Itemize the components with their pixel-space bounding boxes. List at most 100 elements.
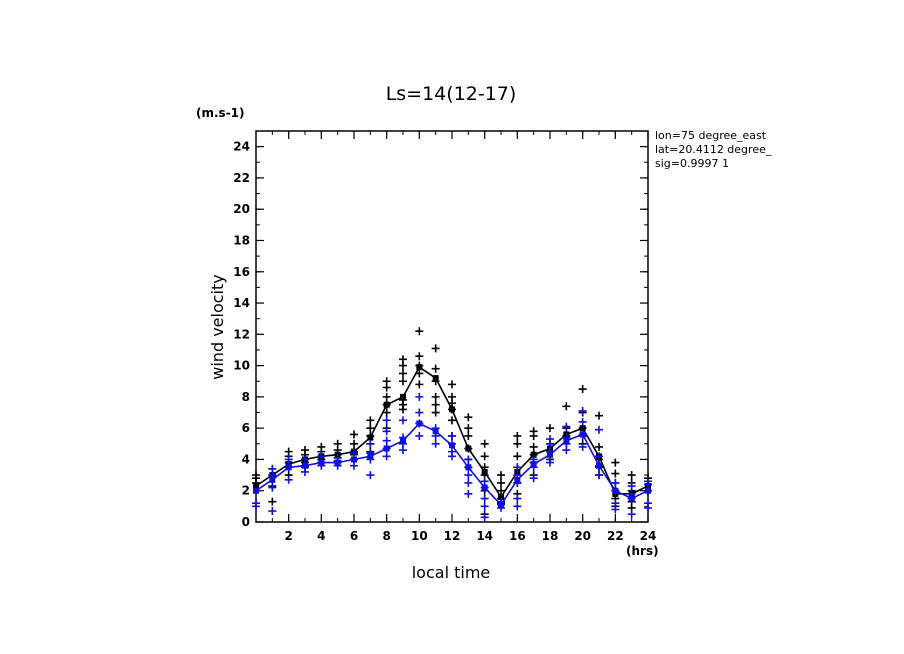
scatter-point xyxy=(595,471,603,480)
scatter-point xyxy=(431,364,440,373)
scatter-point xyxy=(464,489,473,498)
scatter-point xyxy=(284,447,293,456)
mean-marker xyxy=(416,420,423,427)
scatter-point xyxy=(513,494,522,503)
scatter-point xyxy=(350,430,358,439)
scatter-point xyxy=(431,408,440,417)
scatter-point xyxy=(415,380,424,389)
mean-marker xyxy=(547,451,553,458)
scatter-point xyxy=(268,497,277,506)
scatter-point xyxy=(415,327,424,336)
scatter-point xyxy=(268,483,277,492)
scatter-point xyxy=(497,471,505,480)
scatter-point xyxy=(382,416,391,425)
scatter-point xyxy=(415,408,424,417)
scatter-point xyxy=(595,425,603,434)
scatter-point xyxy=(497,478,505,487)
mean-marker xyxy=(416,364,423,371)
scatter-point xyxy=(480,477,489,486)
y-tick-label: 20 xyxy=(233,202,250,216)
scatter-point xyxy=(382,427,391,436)
scatter-point xyxy=(595,452,603,461)
mean-marker xyxy=(269,476,276,483)
annotation-lat: lat=20.4112 degree_ xyxy=(655,143,772,156)
mean-marker xyxy=(318,459,325,466)
scatter-point xyxy=(513,463,522,472)
mean-marker xyxy=(579,431,586,438)
mean-marker xyxy=(253,483,259,490)
x-tick-label: 2 xyxy=(284,529,292,543)
y-tick-label: 4 xyxy=(242,452,250,466)
scatter-point xyxy=(448,447,456,456)
scatter-point xyxy=(431,344,440,353)
scatter-point xyxy=(317,442,326,451)
scatter-point xyxy=(644,499,652,508)
scatter-point xyxy=(252,471,260,480)
x-tick-label: 20 xyxy=(574,529,591,543)
scatter-point xyxy=(464,455,473,464)
scatter-point xyxy=(399,355,407,364)
mean-marker xyxy=(285,464,292,471)
scatter-point xyxy=(268,464,277,473)
mean-marker xyxy=(334,459,341,466)
scatter-point xyxy=(382,452,391,461)
y-tick-label: 10 xyxy=(233,359,250,373)
scatter-point xyxy=(382,408,391,417)
scatter-point xyxy=(546,435,554,444)
mean-marker xyxy=(351,456,357,463)
x-tick-label: 4 xyxy=(317,529,325,543)
series-2 xyxy=(252,392,652,522)
mean-marker xyxy=(563,437,570,444)
scatter-point xyxy=(366,416,375,425)
y-tick-label: 0 xyxy=(242,515,250,529)
x-axis-unit: (hrs) xyxy=(626,544,659,558)
scatter-point xyxy=(399,416,407,425)
mean-marker xyxy=(432,428,439,435)
scatter-point xyxy=(562,422,571,431)
scatter-point xyxy=(301,446,309,455)
scatter-point xyxy=(431,439,440,448)
mean-marker xyxy=(367,453,374,460)
mean-marker xyxy=(514,476,521,483)
scatter-point xyxy=(366,424,375,433)
x-tick-label: 10 xyxy=(411,529,428,543)
scatter-point xyxy=(464,478,473,487)
y-tick-label: 18 xyxy=(233,233,250,247)
y-axis-unit: (m.s-1) xyxy=(196,106,245,120)
scatter-point xyxy=(611,458,620,467)
scatter-point xyxy=(350,439,358,448)
x-axis-label: local time xyxy=(412,563,491,582)
scatter-point xyxy=(546,424,554,433)
mean-marker xyxy=(465,445,472,452)
x-tick-label: 22 xyxy=(607,529,624,543)
scatter-point xyxy=(611,478,620,487)
scatter-point xyxy=(448,416,456,425)
y-tick-label: 2 xyxy=(242,484,250,498)
scatter-point xyxy=(464,471,473,480)
scatter-point xyxy=(546,458,554,467)
scatter-point xyxy=(497,486,505,495)
axis-ticks: 2 4 6 8 10 12 14 16 18 20 22 2402468101214161820222… xyxy=(233,130,656,543)
scatter-point xyxy=(529,442,538,451)
x-tick-label: 12 xyxy=(444,529,461,543)
mean-marker xyxy=(530,461,537,468)
mean-marker xyxy=(383,401,390,408)
y-tick-label: 22 xyxy=(233,171,250,185)
scatter-point xyxy=(480,502,489,511)
mean-marker xyxy=(498,501,504,508)
scatter-point xyxy=(464,431,473,440)
scatter-point xyxy=(366,439,375,448)
scatter-point xyxy=(529,474,538,483)
mean-marker xyxy=(432,375,439,382)
scatter-point xyxy=(366,471,375,480)
scatter-point xyxy=(317,452,326,461)
mean-marker xyxy=(579,425,586,432)
mean-marker xyxy=(449,406,455,413)
scatter-point xyxy=(382,436,391,445)
mean-marker xyxy=(498,493,504,500)
mean-marker xyxy=(383,445,390,452)
scatter-point xyxy=(627,482,636,491)
mean-marker xyxy=(645,487,651,494)
scatter-point xyxy=(595,411,603,420)
